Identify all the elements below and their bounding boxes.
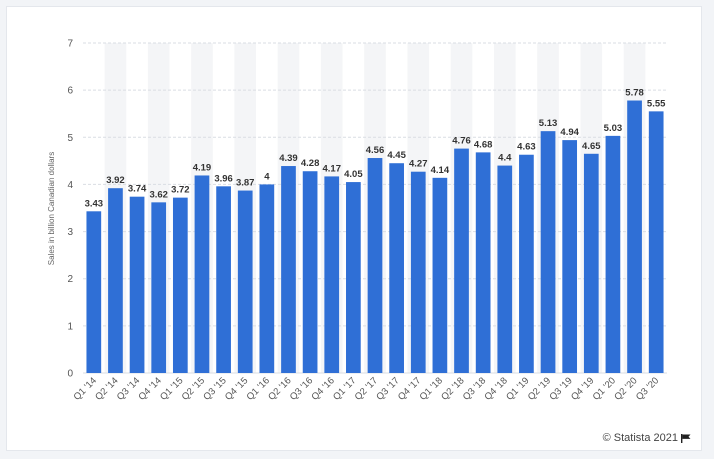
bar-value-label: 4.56 (366, 145, 385, 156)
x-tick-label: Q2 '19 (526, 375, 553, 402)
bar-value-label: 4.05 (344, 169, 363, 180)
bar (216, 186, 231, 373)
bar (540, 131, 556, 373)
bar (389, 163, 404, 373)
x-tick-label: Q3 '16 (288, 375, 315, 402)
bar-value-label: 3.92 (106, 175, 125, 186)
bar-value-label: 4.4 (498, 153, 512, 164)
bar (562, 140, 578, 373)
x-tick-label: Q1 '18 (418, 375, 445, 402)
x-tick-label: Q2 '14 (93, 375, 120, 402)
x-tick-label: Q1 '19 (504, 375, 531, 402)
flag-icon[interactable] (681, 433, 691, 443)
bar (108, 188, 123, 373)
x-tick-label: Q1 '17 (331, 375, 358, 402)
bar-value-label: 4.27 (409, 159, 428, 170)
bar (648, 111, 664, 373)
x-tick-label: Q3 '20 (634, 375, 661, 402)
bar (410, 171, 426, 373)
bar (519, 154, 534, 373)
bar-value-label: 4.28 (301, 158, 320, 169)
chart-card: 0 1 2 3 4 5 6 7 3.43 Q1 '14 3.92 Q2 '14 3.74 Q3 '14 3.… (6, 6, 702, 451)
bar (172, 197, 188, 373)
bar (432, 177, 448, 373)
bar (605, 135, 621, 373)
y-tick-label: 3 (67, 227, 73, 238)
x-tick-label: Q2 '18 (439, 375, 466, 402)
x-tick-label: Q1 '16 (245, 375, 272, 402)
bar-value-label: 4.68 (474, 139, 493, 150)
bar-value-label: 4.45 (387, 150, 406, 161)
y-axis-label: Sales in billion Canadian dollars (46, 151, 56, 265)
y-tick-label: 5 (67, 133, 73, 144)
bar-value-label: 4.19 (193, 162, 212, 173)
x-tick-label: Q4 '16 (309, 375, 336, 402)
bar-value-label: 3.96 (214, 173, 233, 184)
x-tick-label: Q4 '15 (223, 375, 250, 402)
y-tick-label: 6 (67, 86, 73, 97)
bar-value-label: 4 (264, 171, 270, 182)
source-credit[interactable]: © Statista 2021 (603, 432, 691, 444)
bar-value-label: 3.43 (85, 198, 104, 209)
x-tick-label: Q3 '17 (374, 375, 401, 402)
y-tick-label: 1 (67, 321, 73, 332)
x-tick-label: Q1 '20 (591, 375, 618, 402)
bar-value-label: 4.17 (322, 163, 341, 174)
bar-value-label: 5.03 (604, 123, 623, 134)
x-tick-label: Q2 '16 (266, 375, 293, 402)
y-tick-label: 0 (67, 369, 73, 380)
x-tick-label: Q4 '18 (483, 375, 510, 402)
x-tick-label: Q4 '17 (396, 375, 423, 402)
x-tick-label: Q1 '14 (72, 375, 99, 402)
x-tick-label: Q3 '19 (547, 375, 574, 402)
y-tick-label: 7 (67, 39, 73, 50)
bar (86, 211, 102, 373)
bar-value-label: 5.78 (625, 88, 644, 99)
bar-value-label: 5.13 (539, 118, 558, 129)
bar-value-label: 3.74 (128, 184, 147, 195)
x-tick-label: Q4 '19 (569, 375, 596, 402)
bar (129, 196, 145, 373)
bar-value-label: 4.94 (560, 127, 579, 138)
bar (454, 148, 469, 373)
bar-value-label: 4.63 (517, 142, 536, 153)
bar (497, 165, 513, 373)
x-tick-label: Q3 '18 (461, 375, 488, 402)
x-tick-label: Q3 '15 (201, 375, 228, 402)
bar (346, 182, 361, 373)
x-tick-label: Q2 '15 (180, 375, 207, 402)
bar-value-label: 3.87 (236, 178, 255, 189)
bar-value-label: 4.65 (582, 141, 601, 152)
bar (302, 171, 318, 373)
bar-value-label: 4.39 (279, 153, 298, 164)
bar-value-label: 5.55 (647, 98, 666, 109)
x-tick-label: Q1 '15 (158, 375, 185, 402)
x-tick-label: Q3 '14 (115, 375, 142, 402)
bar-value-label: 3.72 (171, 185, 190, 196)
bar (583, 153, 599, 373)
bar (194, 175, 210, 373)
x-tick-label: Q2 '17 (353, 375, 380, 402)
y-tick-label: 4 (67, 180, 73, 191)
bar-value-label: 3.62 (149, 189, 168, 200)
y-tick-label: 2 (67, 274, 73, 285)
x-tick-label: Q4 '14 (136, 375, 163, 402)
x-tick-label: Q2 '20 (612, 375, 639, 402)
bar-value-label: 4.14 (431, 165, 450, 176)
bar (259, 184, 275, 373)
credit-text[interactable]: © Statista 2021 (602, 432, 678, 444)
bar (237, 190, 253, 373)
bar (324, 176, 340, 373)
bar (367, 158, 383, 373)
bar-chart: 0 1 2 3 4 5 6 7 3.43 Q1 '14 3.92 Q2 '14 3.74 Q3 '14 3.… (67, 39, 667, 403)
bar (627, 100, 642, 373)
bar (475, 152, 491, 373)
bar-value-label: 4.76 (452, 136, 471, 147)
bar (151, 202, 167, 373)
bar (281, 166, 296, 373)
